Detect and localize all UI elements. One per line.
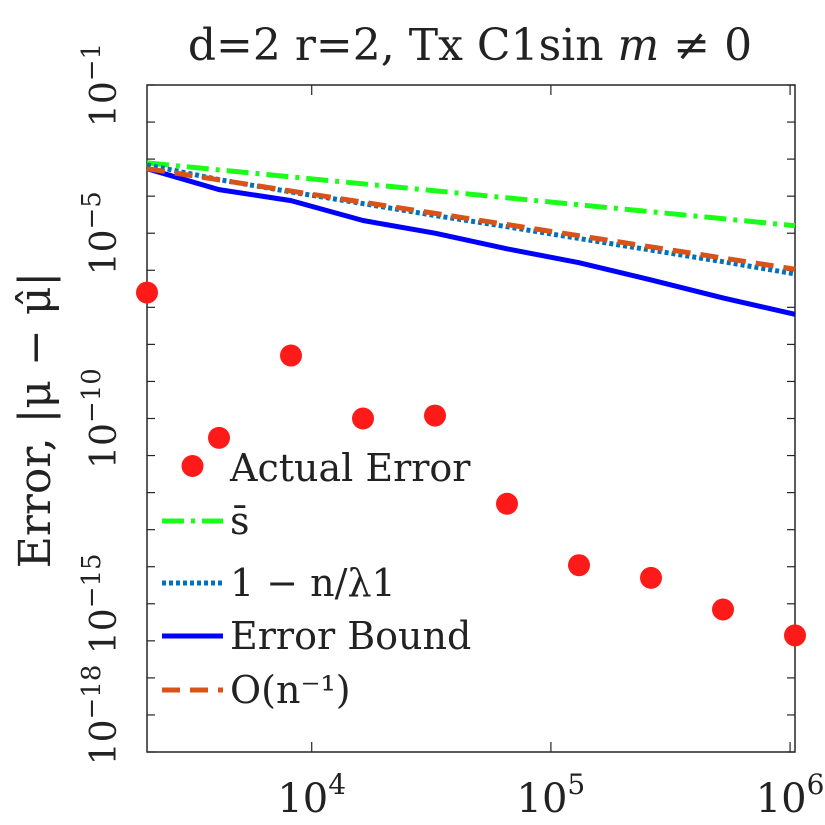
actual-error-point [208,426,230,449]
legend-label: 1 − n/λ1 [230,561,396,605]
y-axis-label-group: Error, |μ − μ̂| [10,272,61,569]
series-markers [136,281,806,647]
legend-label: O(n⁻¹) [230,668,351,712]
y-tick-label: 10−10 [77,368,125,469]
legend: Actual Error s̄ 1 − n/λ1 Error Bound O(n⁻¹) [162,446,471,712]
series-line-3 [146,166,796,317]
svg-text:d=2 r=2, Tx C1sin m ≠ 0: d=2 r=2, Tx C1sin m ≠ 0 [188,20,752,71]
chart-title-main: d=2 r=2, Tx C1sin [188,20,618,71]
y-tick-label: 10−18 [77,665,125,766]
series-line-4 [146,166,796,272]
x-tick-label: 105 [517,768,586,822]
actual-error-point [568,554,590,577]
y-tick-label: 10−15 [77,553,125,654]
legend-label: s̄ [230,499,250,543]
actual-error-point [352,407,374,430]
x-tick-label: 106 [756,768,825,822]
legend-marker [181,455,204,477]
chart-title: d=2 r=2, Tx C1sin m ≠ 0 [188,20,752,71]
y-axis-label: Error, |μ − μ̂| [10,272,61,569]
legend-label: Actual Error [229,446,471,490]
actual-error-point [496,492,518,515]
actual-error-point [712,598,734,621]
axis-ticks [147,84,795,753]
x-tick-labels: 104 105 106 [277,768,824,822]
legend-label: Error Bound [230,614,471,658]
chart-title-relation: ≠ 0 [659,20,752,71]
actual-error-point [640,566,662,589]
actual-error-point [136,281,158,304]
actual-error-point [784,624,806,647]
chart-title-variable: m [618,20,660,71]
series-line-1 [146,160,796,229]
actual-error-point [424,404,446,427]
actual-error-point [280,344,302,367]
series-lines [146,160,796,317]
x-tick-label: 104 [277,768,346,822]
y-tick-labels: 10−1 10−5 10−10 10−15 10−18 [77,43,125,765]
y-tick-label: 10−1 [77,43,125,127]
y-tick-label: 10−5 [77,191,125,275]
series-line-2 [146,162,796,277]
